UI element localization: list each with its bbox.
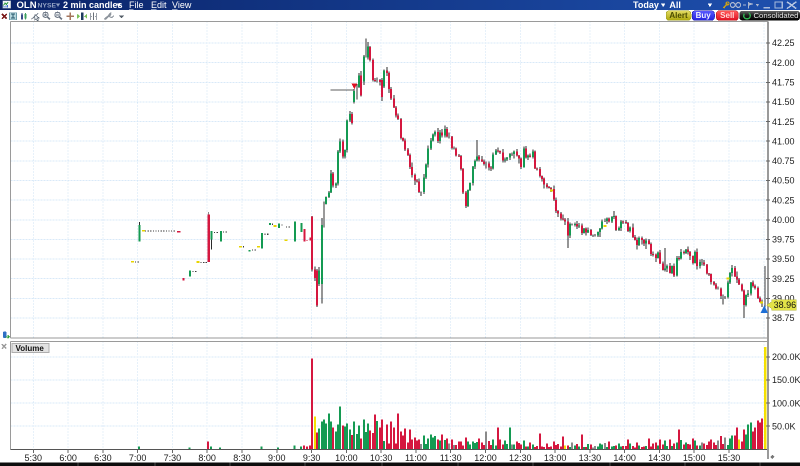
svg-text:All: All xyxy=(669,0,681,10)
svg-text:39.50: 39.50 xyxy=(772,254,795,264)
svg-text:41.75: 41.75 xyxy=(772,78,795,88)
svg-text:Consolidated: Consolidated xyxy=(754,11,799,20)
svg-text:42.00: 42.00 xyxy=(772,58,795,68)
svg-text:5:30: 5:30 xyxy=(25,453,43,463)
svg-text:38.96: 38.96 xyxy=(774,300,797,310)
svg-text:9:00: 9:00 xyxy=(268,453,286,463)
svg-text:38.75: 38.75 xyxy=(772,313,795,323)
svg-text:13:30: 13:30 xyxy=(579,453,602,463)
svg-text:10:00: 10:00 xyxy=(335,453,358,463)
svg-text:40.00: 40.00 xyxy=(772,215,795,225)
svg-text:40.50: 40.50 xyxy=(772,176,795,186)
svg-text:Alert: Alert xyxy=(669,11,688,20)
svg-text:2 min candles: 2 min candles xyxy=(63,0,123,10)
svg-text:8:30: 8:30 xyxy=(233,453,251,463)
svg-text:8:00: 8:00 xyxy=(198,453,216,463)
svg-text:12:00: 12:00 xyxy=(474,453,497,463)
svg-text:Buy: Buy xyxy=(696,11,712,20)
svg-text:15:30: 15:30 xyxy=(718,453,741,463)
svg-text:10:30: 10:30 xyxy=(370,453,393,463)
svg-text:Today: Today xyxy=(633,0,659,10)
svg-text:7:00: 7:00 xyxy=(129,453,147,463)
svg-text:11:30: 11:30 xyxy=(440,453,462,463)
svg-text:40.75: 40.75 xyxy=(772,156,795,166)
svg-text:14:00: 14:00 xyxy=(613,453,636,463)
svg-text:OLN: OLN xyxy=(17,0,37,11)
svg-text:Edit: Edit xyxy=(151,0,167,10)
svg-text:41.00: 41.00 xyxy=(772,136,795,146)
svg-text:7:30: 7:30 xyxy=(164,453,182,463)
svg-text:200.0K: 200.0K xyxy=(772,352,800,362)
svg-text:39.00: 39.00 xyxy=(772,294,795,304)
svg-text:View: View xyxy=(172,0,192,10)
svg-text:15:00: 15:00 xyxy=(683,453,706,463)
svg-text:39.75: 39.75 xyxy=(772,235,795,245)
svg-text:File: File xyxy=(129,0,144,10)
svg-text:39.25: 39.25 xyxy=(772,274,795,284)
svg-text:11:00: 11:00 xyxy=(405,453,427,463)
svg-text:6:00: 6:00 xyxy=(59,453,77,463)
svg-text:6:30: 6:30 xyxy=(94,453,112,463)
svg-text:42.25: 42.25 xyxy=(772,38,795,48)
svg-text:9:30: 9:30 xyxy=(303,453,321,463)
svg-text:41.50: 41.50 xyxy=(772,97,795,107)
svg-text:NYSE: NYSE xyxy=(38,3,57,10)
svg-text:41.25: 41.25 xyxy=(772,117,795,127)
svg-text:40.25: 40.25 xyxy=(772,195,795,205)
svg-text:Sell: Sell xyxy=(720,11,734,20)
svg-text:12:30: 12:30 xyxy=(509,453,532,463)
svg-text:150.0K: 150.0K xyxy=(772,375,800,385)
svg-text:50.0K: 50.0K xyxy=(772,421,796,431)
svg-text:14:30: 14:30 xyxy=(648,453,671,463)
svg-text:Volume: Volume xyxy=(16,344,45,353)
svg-text:13:00: 13:00 xyxy=(544,453,567,463)
svg-text:100.0K: 100.0K xyxy=(772,398,800,408)
